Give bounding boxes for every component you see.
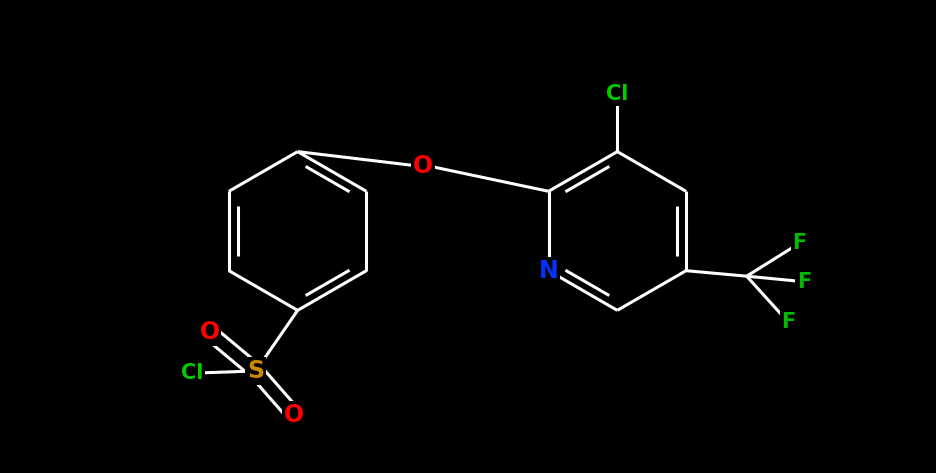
- Text: Cl: Cl: [606, 84, 628, 104]
- Text: F: F: [781, 313, 795, 333]
- Text: Cl: Cl: [181, 363, 203, 383]
- Text: O: O: [284, 403, 304, 427]
- Text: S: S: [247, 359, 264, 383]
- Text: N: N: [538, 259, 558, 283]
- Text: F: F: [792, 233, 806, 253]
- Text: F: F: [796, 272, 811, 292]
- Text: O: O: [413, 154, 432, 178]
- Text: O: O: [199, 320, 219, 344]
